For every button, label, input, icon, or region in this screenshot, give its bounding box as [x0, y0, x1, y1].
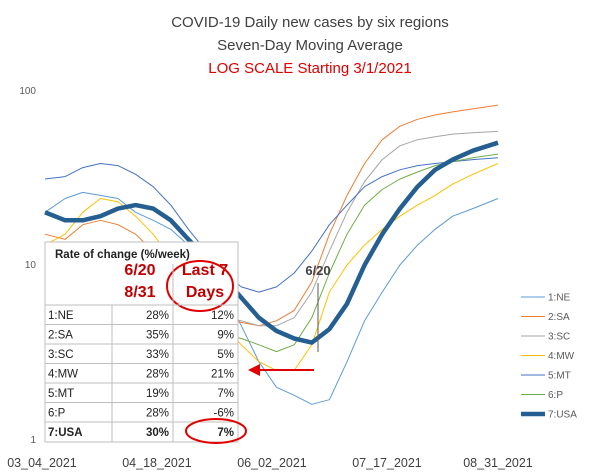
chart-title: COVID-19 Daily new cases by six regions [171, 14, 449, 31]
series-line-1ne [44, 191, 499, 405]
table-cell-last7: 12% [211, 310, 234, 322]
chart-subtitle-log: LOG SCALE Starting 3/1/2021 [208, 60, 411, 77]
usa-circle [185, 418, 247, 444]
table-cell-last7: 5% [217, 349, 234, 361]
y-tick-100: 100 [19, 86, 36, 97]
table-cell-6-20-8-31: 19% [146, 388, 169, 400]
legend-label-4: 5:MT [548, 371, 571, 382]
legend-label-5: 6:P [548, 390, 563, 401]
table-cell-last7: 21% [211, 369, 234, 381]
legend-label-3: 4:MW [548, 351, 575, 362]
rate-table: Rate of change (%/week) 6/20 8/31 Last 7… [44, 241, 247, 444]
table-cell-last7: 7% [217, 388, 234, 400]
table-cell-6-20-8-31: 28% [146, 408, 169, 420]
table-rows: 1:NE 28% 12% 2:SA 35% 9% 3:SC 33% 5% 4:MW 28% 21% 5:… [45, 304, 238, 439]
table-row-label: 6:P [48, 408, 66, 420]
table-background [44, 241, 239, 443]
table-row-label: 1:NE [48, 310, 74, 322]
table-col1-header-line1: 6/20 [124, 262, 155, 279]
chart-subtitle: Seven-Day Moving Average [217, 37, 403, 54]
table-cell-last7: 7% [217, 427, 234, 439]
series-line-7usa [44, 140, 499, 345]
legend-label-2: 3:SC [548, 332, 570, 343]
table-cell-6-20-8-31: 33% [146, 349, 169, 361]
table-row-label: 7:USA [48, 427, 83, 439]
series-line-4mw [44, 163, 499, 371]
legend-label-0: 1:NE [548, 293, 571, 304]
last7-circle [166, 260, 234, 312]
x-tick-4: 07_17_2021 [352, 456, 422, 470]
table-col2-header-line2: Days [186, 284, 224, 301]
x-tick-5: 08_31_2021 [463, 456, 533, 470]
table-col2-header-line1: Last 7 [182, 262, 228, 279]
legend-label-1: 2:SA [548, 312, 570, 323]
table-title: Rate of change (%/week) [55, 249, 190, 261]
table-row-label: 3:SC [48, 349, 74, 361]
legend: 1:NE 2:SA 3:SC 4:MW 5:MT 6:P 7:USA [521, 293, 577, 421]
y-tick-1: 1 [30, 435, 36, 446]
legend-label-6: 7:USA [548, 410, 577, 421]
x-tick-2: 04_18_2021 [122, 456, 192, 470]
table-cell-6-20-8-31: 28% [146, 369, 169, 381]
x-tick-3: 06_02_2021 [237, 456, 307, 470]
table-cell-last7: -6% [214, 408, 234, 420]
series-line-5mt [44, 157, 499, 293]
y-tick-10: 10 [25, 260, 37, 271]
table-cell-6-20-8-31: 35% [146, 330, 169, 342]
table-row-label: 5:MT [48, 388, 74, 400]
red-arrow [248, 364, 314, 376]
table-col1-header-line2: 8/31 [124, 284, 155, 301]
table-row-label: 2:SA [48, 330, 73, 342]
table-row-label: 4:MW [48, 369, 78, 381]
table-cell-last7: 9% [217, 330, 234, 342]
annotation-6-20: 6/20 [305, 263, 330, 278]
table-cell-6-20-8-31: 28% [146, 310, 169, 322]
table-cell-6-20-8-31: 30% [146, 427, 169, 439]
x-tick-1: 03_04_2021 [7, 456, 77, 470]
